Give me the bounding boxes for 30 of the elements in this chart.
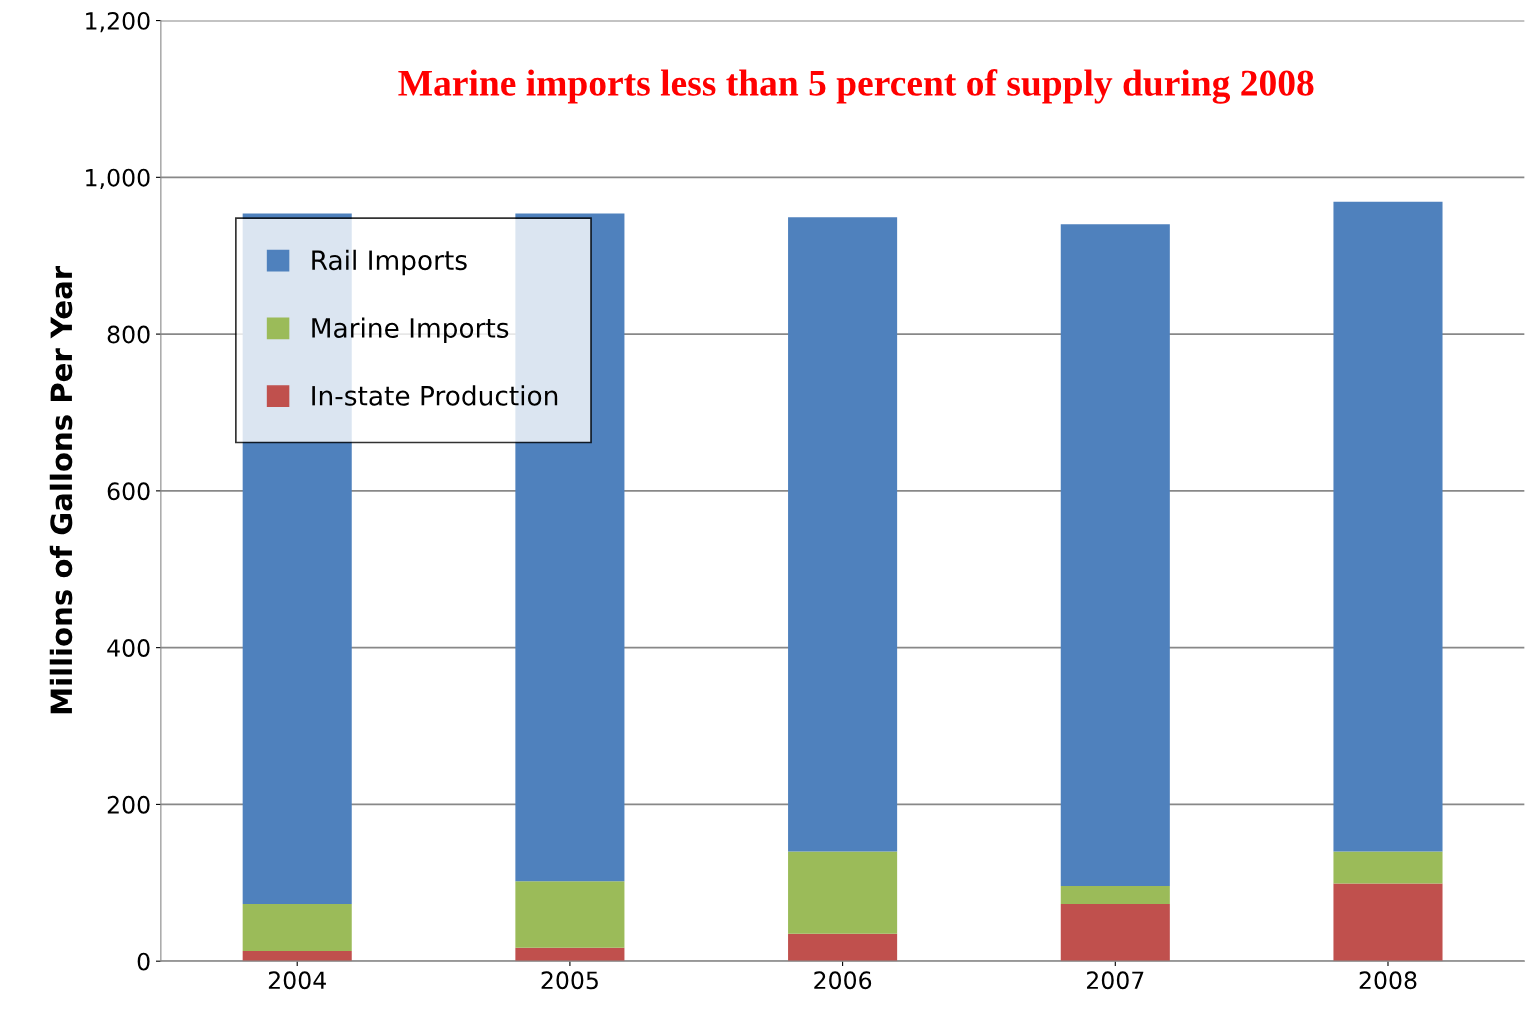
x-tick-label: 2006 <box>814 971 872 990</box>
bar <box>1333 201 1443 852</box>
text: Marine imports less than 5 percent of supply during 2008 <box>398 69 1314 104</box>
y-tick-label: 800 <box>107 325 150 344</box>
bar <box>1060 885 1170 904</box>
legend-label: Marine Imports <box>312 317 509 344</box>
legend-label: In-state Production <box>312 385 558 406</box>
x-tick-label: 2004 <box>268 971 326 990</box>
x-tick-label: 2005 <box>541 971 598 990</box>
y-tick-label: 0 <box>137 952 150 971</box>
y-tick-label: 1,000 <box>86 168 150 190</box>
bar <box>788 851 898 934</box>
bar <box>242 950 352 962</box>
bar <box>515 947 625 962</box>
bar <box>1060 224 1170 886</box>
y-tick-label: 600 <box>107 482 150 501</box>
y-axis-title: Millions of Gallons Per Year <box>49 265 73 714</box>
x-tick-label: 2007 <box>1086 971 1144 990</box>
bar <box>1333 851 1443 884</box>
y-tick-label: 400 <box>107 639 150 657</box>
bar <box>242 903 352 951</box>
y-tick-label: 1,200 <box>86 12 150 33</box>
y-tick-label: 200 <box>107 795 150 814</box>
legend-label: Rail Imports <box>312 249 467 276</box>
bar <box>788 217 898 852</box>
bar <box>1060 903 1170 962</box>
bar <box>515 881 625 948</box>
bar <box>788 933 898 962</box>
bar <box>1333 883 1443 962</box>
x-tick-label: 2008 <box>1359 971 1417 990</box>
